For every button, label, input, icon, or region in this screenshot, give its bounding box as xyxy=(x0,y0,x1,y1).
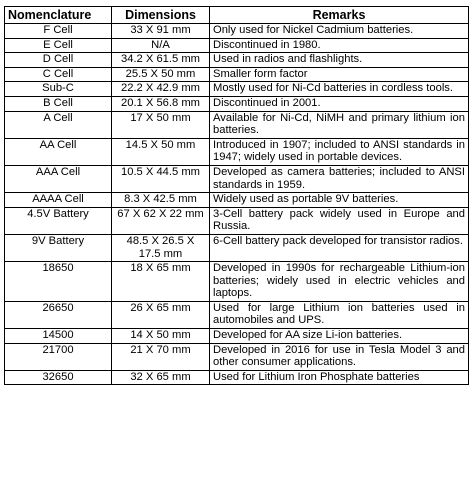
cell-dimensions: 33 X 91 mm xyxy=(111,23,210,39)
cell-dimensions: 14.5 X 50 mm xyxy=(111,137,210,166)
header-nomenclature: Nomenclature xyxy=(4,6,112,24)
cell-nomenclature: 18650 xyxy=(4,261,112,302)
cell-remarks: Used for large Lithium ion batteries use… xyxy=(209,300,469,330)
cell-dimensions: 25.5 X 50 mm xyxy=(111,66,210,83)
table-row: 26650 26 X 65 mm Used for large Lithium io… xyxy=(4,300,469,330)
cell-remarks: Discontinued in 1980. xyxy=(209,37,469,54)
cell-dimensions: 67 X 62 X 22 mm xyxy=(111,206,210,235)
cell-dimensions: 20.1 X 56.8 mm xyxy=(111,95,210,112)
table-row: B Cell 20.1 X 56.8 mm Discontinued in 2001… xyxy=(4,95,469,112)
table-row: 9V Battery 48.5 X 26.5 X 17.5 mm 6-Cell ba… xyxy=(4,233,469,263)
table-row: A Cell 17 X 50 mm Available for Ni-Cd, NiM… xyxy=(4,110,469,139)
cell-remarks: 6-Cell battery pack developed for transi… xyxy=(209,233,469,263)
cell-remarks: Only used for Nickel Cadmium batteries. xyxy=(209,23,469,39)
cell-nomenclature: F Cell xyxy=(4,23,112,39)
cell-dimensions: 48.5 X 26.5 X 17.5 mm xyxy=(111,233,210,263)
cell-remarks: Smaller form factor xyxy=(209,66,469,83)
cell-remarks: Used in radios and flashlights. xyxy=(209,52,469,68)
table-row: F Cell 33 X 91 mm Only used for Nickel Cad… xyxy=(4,23,469,39)
cell-remarks: Widely used as portable 9V batteries. xyxy=(209,192,469,208)
table-header-row: Nomenclature Dimensions Remarks xyxy=(4,6,469,24)
cell-nomenclature: B Cell xyxy=(4,95,112,112)
cell-nomenclature: AAA Cell xyxy=(4,164,112,194)
cell-remarks: Developed in 2016 for use in Tesla Model… xyxy=(209,342,469,371)
cell-nomenclature: 9V Battery xyxy=(4,233,112,263)
cell-remarks: Introduced in 1907; included to ANSI sta… xyxy=(209,137,469,166)
cell-dimensions: 17 X 50 mm xyxy=(111,110,210,139)
cell-remarks: Used for Lithium Iron Phosphate batterie… xyxy=(209,369,469,386)
cell-nomenclature: 26650 xyxy=(4,300,112,330)
table-row: AAAA Cell 8.3 X 42.5 mm Widely used as por… xyxy=(4,192,469,208)
table-row: 14500 14 X 50 mm Developed for AA size Li-… xyxy=(4,328,469,344)
cell-nomenclature: Sub-C xyxy=(4,81,112,97)
table-body: F Cell 33 X 91 mm Only used for Nickel Cad… xyxy=(4,23,469,386)
table-row: C Cell 25.5 X 50 mm Smaller form factor xyxy=(4,66,469,83)
cell-nomenclature: AAAA Cell xyxy=(4,192,112,208)
cell-remarks: 3-Cell battery pack widely used in Europ… xyxy=(209,206,469,235)
cell-remarks: Mostly used for Ni-Cd batteries in cordl… xyxy=(209,81,469,97)
cell-nomenclature: 14500 xyxy=(4,328,112,344)
table-row: E Cell N/A Discontinued in 1980. xyxy=(4,37,469,54)
cell-dimensions: N/A xyxy=(111,37,210,54)
cell-dimensions: 32 X 65 mm xyxy=(111,369,210,386)
cell-nomenclature: 32650 xyxy=(4,369,112,386)
cell-dimensions: 34.2 X 61.5 mm xyxy=(111,52,210,68)
cell-remarks: Discontinued in 2001. xyxy=(209,95,469,112)
header-remarks: Remarks xyxy=(209,6,469,24)
cell-dimensions: 10.5 X 44.5 mm xyxy=(111,164,210,194)
table-row: Sub-C 22.2 X 42.9 mm Mostly used for Ni-Cd… xyxy=(4,81,469,97)
header-dimensions: Dimensions xyxy=(111,6,210,24)
cell-nomenclature: 21700 xyxy=(4,342,112,371)
cell-nomenclature: AA Cell xyxy=(4,137,112,166)
cell-dimensions: 26 X 65 mm xyxy=(111,300,210,330)
cell-dimensions: 21 X 70 mm xyxy=(111,342,210,371)
cell-nomenclature: E Cell xyxy=(4,37,112,54)
cell-nomenclature: A Cell xyxy=(4,110,112,139)
cell-dimensions: 8.3 X 42.5 mm xyxy=(111,192,210,208)
cell-nomenclature: D Cell xyxy=(4,52,112,68)
table-row: 4.5V Battery 67 X 62 X 22 mm 3-Cell batter… xyxy=(4,206,469,235)
battery-sizes-table: Nomenclature Dimensions Remarks F Cell 33… xyxy=(4,6,469,386)
cell-remarks: Developed as camera batteries; included … xyxy=(209,164,469,194)
table-row: 32650 32 X 65 mm Used for Lithium Iron Pho… xyxy=(4,369,469,386)
cell-remarks: Developed for AA size Li-ion batteries. xyxy=(209,328,469,344)
table-row: AAA Cell 10.5 X 44.5 mm Developed as camer… xyxy=(4,164,469,194)
table-row: D Cell 34.2 X 61.5 mm Used in radios and f… xyxy=(4,52,469,68)
cell-dimensions: 22.2 X 42.9 mm xyxy=(111,81,210,97)
cell-remarks: Available for Ni-Cd, NiMH and primary li… xyxy=(209,110,469,139)
cell-remarks: Developed in 1990s for rechargeable Lith… xyxy=(209,261,469,302)
cell-nomenclature: 4.5V Battery xyxy=(4,206,112,235)
cell-dimensions: 14 X 50 mm xyxy=(111,328,210,344)
cell-dimensions: 18 X 65 mm xyxy=(111,261,210,302)
cell-nomenclature: C Cell xyxy=(4,66,112,83)
table-row: AA Cell 14.5 X 50 mm Introduced in 1907; i… xyxy=(4,137,469,166)
table-row: 18650 18 X 65 mm Developed in 1990s for re… xyxy=(4,261,469,302)
table-row: 21700 21 X 70 mm Developed in 2016 for use… xyxy=(4,342,469,371)
